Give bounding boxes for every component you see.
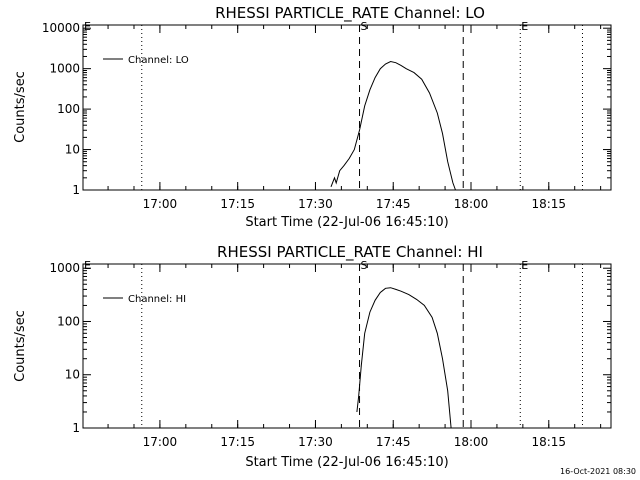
- series-line: [330, 60, 456, 191]
- y-tick-label: 100: [57, 102, 80, 116]
- x-ticks: 17:00 17:15 17:30 17:45 18:00 18:15: [107, 25, 602, 211]
- timestamp: 16-Oct-2021 08:30: [560, 467, 636, 476]
- y-ticks: 1 10 100 1000 10000: [42, 21, 611, 197]
- x-tick-label: 17:30: [298, 435, 333, 449]
- legend: Channel: LO: [103, 55, 189, 66]
- x-tick-label: 18:15: [531, 435, 566, 449]
- x-tick-label: 17:00: [143, 435, 178, 449]
- series-group: [330, 60, 456, 191]
- chart-title: RHESSI PARTICLE_RATE Channel: HI: [217, 243, 483, 262]
- plot-frame: [82, 263, 612, 429]
- y-tick-label: 10: [65, 143, 80, 157]
- marker-label: E: [84, 259, 91, 272]
- y-tick-label: 100: [57, 314, 80, 328]
- y-tick-label: 10000: [42, 21, 80, 35]
- y-tick-label: 1: [72, 183, 80, 197]
- marker-label: E: [521, 259, 528, 272]
- x-tick-label: 17:45: [376, 435, 411, 449]
- chart-panel-hi: RHESSI PARTICLE_RATE Channel: HI Counts/…: [13, 243, 612, 470]
- legend-entry: Channel: LO: [128, 55, 189, 66]
- series-group: [356, 287, 452, 429]
- plot-frame: [82, 24, 612, 191]
- x-tick-label: 17:30: [298, 197, 333, 211]
- y-tick-label: 10: [65, 368, 80, 382]
- marker-lines: S EE: [84, 259, 583, 428]
- x-ticks: 17:00 17:15 17:30 17:45 18:00 18:15: [107, 264, 602, 449]
- chart-panel-lo: RHESSI PARTICLE_RATE Channel: LO Counts/…: [13, 4, 612, 230]
- marker-lines: S EE: [84, 20, 583, 190]
- x-tick-label: 18:00: [454, 435, 489, 449]
- y-axis-label: Counts/sec: [13, 310, 28, 382]
- marker-label: E: [521, 20, 528, 33]
- y-ticks: 1 10 100 1000: [49, 261, 611, 435]
- y-tick-label: 1: [72, 421, 80, 435]
- marker-label: S: [361, 259, 368, 272]
- x-tick-label: 18:15: [531, 197, 566, 211]
- y-axis-label: Counts/sec: [13, 71, 28, 143]
- x-tick-label: 17:15: [220, 197, 255, 211]
- x-tick-label: 18:00: [454, 197, 489, 211]
- legend-entry: Channel: HI: [128, 294, 186, 305]
- series-line: [356, 287, 452, 429]
- legend: Channel: HI: [103, 294, 186, 305]
- x-axis-label: Start Time (22-Jul-06 16:45:10): [245, 455, 448, 470]
- x-tick-label: 17:15: [220, 435, 255, 449]
- x-tick-label: 17:45: [376, 197, 411, 211]
- x-axis-label: Start Time (22-Jul-06 16:45:10): [245, 215, 448, 230]
- chart-title: RHESSI PARTICLE_RATE Channel: LO: [215, 4, 485, 23]
- x-tick-label: 17:00: [143, 197, 178, 211]
- marker-label: E: [84, 20, 91, 33]
- marker-label: S: [361, 20, 368, 33]
- y-tick-label: 1000: [49, 62, 80, 76]
- y-tick-label: 1000: [49, 261, 80, 275]
